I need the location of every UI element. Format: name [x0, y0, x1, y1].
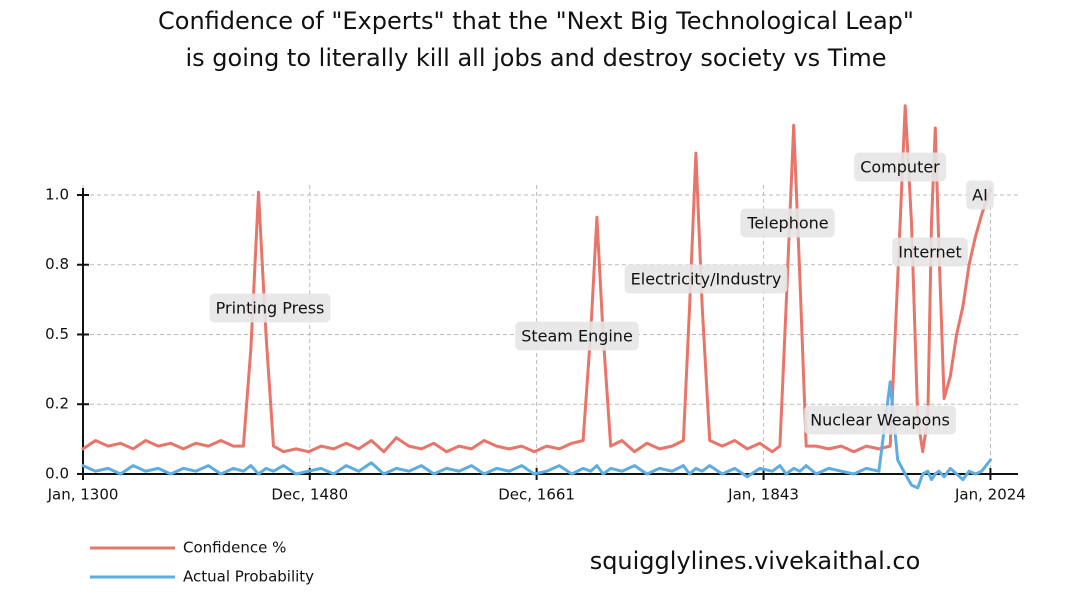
y-tick-label: 0.0 — [45, 464, 69, 482]
legend-label: Confidence % — [183, 539, 286, 557]
annotation-box — [624, 264, 788, 294]
x-tick-label: Jan, 1300 — [47, 485, 119, 503]
chart-title: is going to literally kill all jobs and … — [185, 44, 886, 72]
y-tick-label: 0.2 — [45, 395, 69, 413]
annotation-box — [804, 405, 956, 435]
annotation-box — [740, 208, 835, 238]
x-tick-label: Dec, 1480 — [271, 485, 348, 503]
annotation-box — [892, 237, 968, 267]
annotation-box — [966, 180, 994, 210]
y-tick-label: 0.8 — [45, 255, 69, 273]
y-tick-label: 1.0 — [45, 185, 69, 203]
annotation-box — [209, 293, 331, 323]
annotation-box — [854, 152, 947, 182]
annotation: Internet — [898, 243, 962, 262]
x-tick-label: Jan, 2024 — [954, 485, 1026, 503]
x-tick-label: Jan, 1843 — [727, 485, 799, 503]
annotation: Steam Engine — [521, 327, 633, 346]
y-tick-label: 0.5 — [45, 325, 69, 343]
x-tick-label: Dec, 1661 — [498, 485, 575, 503]
annotation: AI — [972, 186, 988, 205]
data-line — [81, 380, 992, 490]
annotation: Computer — [860, 158, 940, 177]
annotation: Nuclear Weapons — [810, 411, 950, 430]
annotation: Printing Press — [216, 299, 325, 318]
annotation: Electricity/Industry — [631, 270, 782, 289]
legend-label: Actual Probability — [183, 568, 314, 586]
annotation-box — [515, 321, 639, 351]
footer: squigglylines.vivekaithal.co — [590, 547, 921, 575]
annotation: Telephone — [746, 214, 828, 233]
chart-title: Confidence of "Experts" that the "Next B… — [158, 7, 914, 35]
